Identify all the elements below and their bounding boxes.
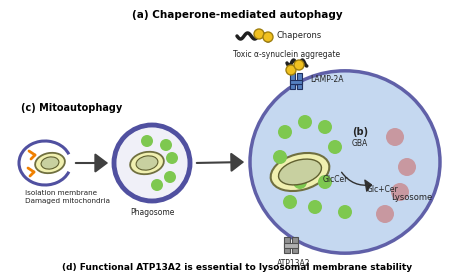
Circle shape — [263, 32, 273, 42]
Text: Damaged mitochondria: Damaged mitochondria — [25, 198, 110, 204]
Circle shape — [114, 125, 190, 201]
Circle shape — [391, 183, 409, 201]
Ellipse shape — [35, 153, 65, 173]
Bar — [284, 243, 298, 248]
Circle shape — [166, 152, 178, 164]
Circle shape — [160, 139, 172, 151]
Ellipse shape — [279, 159, 321, 185]
Circle shape — [338, 205, 352, 219]
Bar — [290, 80, 302, 84]
Bar — [297, 73, 302, 89]
Text: (c) Mitoautophagy: (c) Mitoautophagy — [21, 103, 123, 113]
Circle shape — [398, 158, 416, 176]
Text: LAMP-2A: LAMP-2A — [310, 76, 344, 84]
Text: Lysosome: Lysosome — [391, 192, 432, 201]
Circle shape — [164, 171, 176, 183]
Circle shape — [278, 125, 292, 139]
Ellipse shape — [41, 157, 59, 169]
Circle shape — [283, 195, 297, 209]
Bar — [290, 73, 295, 89]
Text: GBA: GBA — [352, 139, 368, 148]
Ellipse shape — [130, 152, 164, 174]
Text: Isolation membrane: Isolation membrane — [25, 190, 97, 196]
Circle shape — [298, 115, 312, 129]
Circle shape — [318, 175, 332, 189]
Text: (b): (b) — [352, 127, 368, 137]
Text: Chaperons: Chaperons — [277, 31, 322, 41]
Text: Glc+Cer: Glc+Cer — [367, 185, 399, 195]
Text: (d) Functional ATP13A2 is essential to lysosomal membrane stability: (d) Functional ATP13A2 is essential to l… — [62, 263, 412, 272]
Ellipse shape — [271, 153, 329, 191]
Circle shape — [117, 128, 187, 198]
Bar — [292, 237, 298, 253]
Circle shape — [294, 60, 304, 70]
Text: Toxic α-synuclein aggregate: Toxic α-synuclein aggregate — [233, 50, 340, 59]
Text: Phagosome: Phagosome — [130, 208, 174, 217]
Circle shape — [386, 128, 404, 146]
Circle shape — [318, 120, 332, 134]
Ellipse shape — [136, 156, 158, 170]
Text: (a) Chaperone-mediated autophagy: (a) Chaperone-mediated autophagy — [132, 10, 342, 20]
Circle shape — [328, 140, 342, 154]
Ellipse shape — [250, 71, 440, 253]
Text: ATP13A2: ATP13A2 — [277, 259, 311, 268]
Circle shape — [141, 135, 153, 147]
Circle shape — [265, 36, 271, 42]
Text: GlcCer: GlcCer — [322, 176, 348, 184]
Circle shape — [376, 205, 394, 223]
Circle shape — [308, 200, 322, 214]
Circle shape — [293, 175, 307, 189]
Circle shape — [273, 150, 287, 164]
Circle shape — [286, 65, 296, 75]
Circle shape — [151, 179, 163, 191]
Bar — [284, 237, 290, 253]
Circle shape — [254, 29, 264, 39]
